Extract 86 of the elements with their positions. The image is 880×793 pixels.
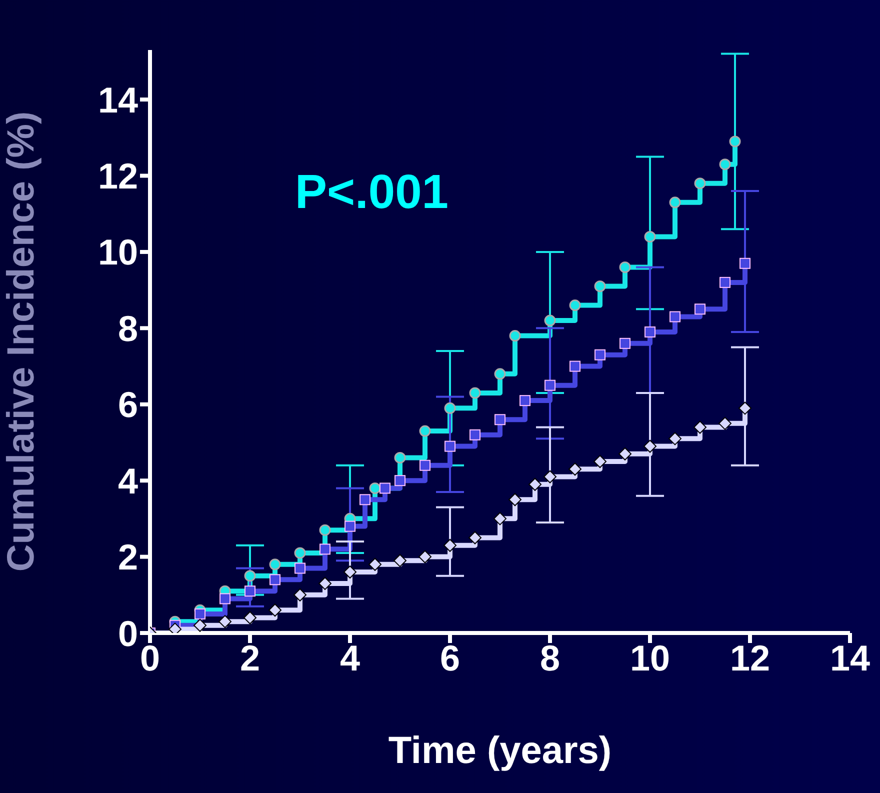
point [668,432,682,446]
annotation: P<.001 [295,165,448,220]
point [569,300,581,312]
point [318,576,332,590]
point [544,314,556,326]
point [344,566,356,579]
y-tick-label: 0 [118,612,138,654]
point [508,493,522,506]
point [319,524,331,536]
point [619,261,631,273]
point [568,462,582,476]
point [494,368,506,380]
y-tick-label: 6 [118,384,138,426]
point [644,326,656,338]
point [720,276,730,288]
point [344,520,356,532]
point [419,425,431,437]
point [740,258,750,269]
point [360,494,370,506]
point [444,440,456,452]
point [620,338,630,349]
point [544,470,556,484]
x-tick-label: 14 [830,638,870,679]
point [719,158,731,170]
point [618,447,632,460]
point [244,570,256,582]
x-tick-label: 4 [340,638,360,679]
point [394,475,406,486]
point [369,482,381,494]
point [380,482,390,494]
point [644,440,656,453]
point [694,178,706,190]
x-tick-label: 10 [630,638,670,679]
x-axis-title: Time (years) [388,730,612,772]
point [494,512,506,526]
y-tick-label: 4 [118,460,138,502]
point [594,455,606,468]
point [594,280,606,292]
point [469,387,481,399]
point [738,402,752,415]
x-tick-label: 8 [540,638,560,679]
x-tick-label: 6 [440,638,460,679]
y-tick-label: 14 [98,79,138,120]
point [669,196,681,208]
point [570,360,580,372]
point [444,402,456,414]
point [269,558,281,570]
y-axis-title: Cumulative Incidence (%) [0,111,42,572]
point [394,554,406,568]
point [718,416,732,430]
x-tick-label: 2 [240,638,260,679]
point [670,311,680,322]
point [494,414,506,426]
point [294,547,306,559]
point [444,538,456,552]
point [544,380,556,391]
point [729,136,741,148]
point [418,550,432,564]
point [644,230,656,242]
point [270,574,280,586]
point [694,304,706,315]
point [470,429,480,440]
point [394,452,406,464]
y-tick-label: 12 [98,156,138,197]
point [528,478,542,491]
point [220,593,230,604]
point [244,586,256,597]
point [218,615,232,628]
point [294,588,306,602]
y-tick-label: 8 [118,308,138,349]
point [420,460,430,471]
point [368,558,382,571]
point [294,562,306,574]
point [509,330,521,342]
y-tick-label: 2 [118,536,138,578]
point [520,395,530,406]
point [594,349,606,360]
point [194,608,206,620]
point [468,531,482,544]
point [194,618,206,632]
point [320,544,330,555]
y-tick-label: 10 [98,232,138,273]
x-tick-label: 12 [730,638,770,679]
point [694,420,706,434]
point [268,604,282,617]
point [244,611,256,624]
